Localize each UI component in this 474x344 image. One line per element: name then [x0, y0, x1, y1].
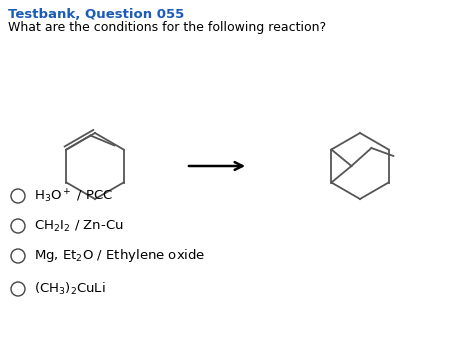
Text: Mg, Et$_2$O / Ethylene oxide: Mg, Et$_2$O / Ethylene oxide — [34, 247, 205, 265]
Text: Testbank, Question 055: Testbank, Question 055 — [8, 8, 184, 21]
Text: (CH$_3$)$_2$CuLi: (CH$_3$)$_2$CuLi — [34, 281, 106, 297]
Text: CH$_2$I$_2$ / Zn-Cu: CH$_2$I$_2$ / Zn-Cu — [34, 218, 124, 234]
Text: What are the conditions for the following reaction?: What are the conditions for the followin… — [8, 21, 326, 34]
Text: H$_3$O$^+$ / PCC: H$_3$O$^+$ / PCC — [34, 187, 113, 205]
